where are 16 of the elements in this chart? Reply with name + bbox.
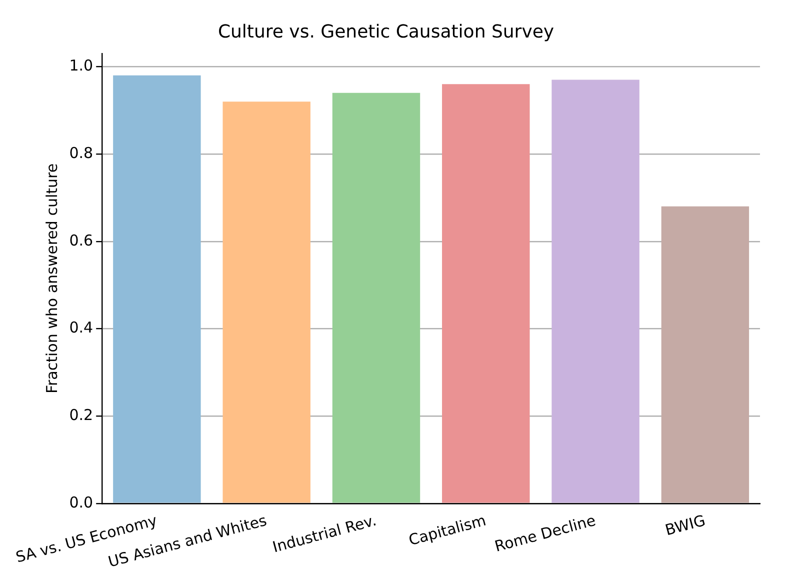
- x-tick-label: BWIG: [663, 511, 708, 540]
- y-tick-label: 1.0: [69, 56, 94, 75]
- y-tick-label: 0.0: [69, 493, 94, 512]
- y-tick-label: 0.8: [69, 144, 94, 162]
- x-tick-label: Rome Decline: [492, 511, 598, 556]
- bar: [332, 92, 420, 503]
- bar: [661, 206, 750, 503]
- y-tick-label: 0.6: [69, 231, 94, 250]
- chart-title: Culture vs. Genetic Causation Survey: [218, 21, 554, 42]
- bar: [222, 102, 310, 503]
- y-axis-title: Fraction who answered culture: [43, 163, 62, 394]
- y-tick-label: 0.2: [69, 406, 94, 424]
- bar: [442, 84, 530, 503]
- y-tick-label: 0.4: [69, 318, 94, 337]
- bar: [113, 75, 201, 503]
- bar: [552, 80, 640, 503]
